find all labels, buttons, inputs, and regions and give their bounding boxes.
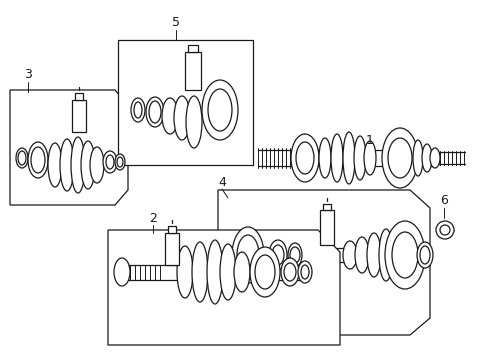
Ellipse shape: [301, 265, 308, 279]
Text: 1: 1: [366, 134, 373, 147]
Ellipse shape: [60, 139, 74, 191]
Ellipse shape: [115, 154, 125, 170]
Ellipse shape: [202, 80, 238, 140]
Ellipse shape: [18, 151, 26, 165]
Ellipse shape: [220, 244, 236, 300]
Bar: [75, 93, 83, 100]
Ellipse shape: [146, 97, 163, 127]
Ellipse shape: [429, 148, 439, 168]
Ellipse shape: [207, 89, 231, 131]
Ellipse shape: [114, 258, 130, 286]
Ellipse shape: [177, 246, 193, 298]
Text: 6: 6: [439, 194, 447, 207]
Ellipse shape: [185, 96, 202, 148]
Ellipse shape: [363, 141, 375, 175]
Ellipse shape: [106, 155, 114, 169]
Ellipse shape: [174, 96, 190, 140]
Text: 5: 5: [172, 15, 180, 28]
Ellipse shape: [281, 258, 298, 286]
Ellipse shape: [231, 227, 264, 283]
Ellipse shape: [384, 221, 424, 289]
Bar: [164, 233, 179, 265]
Ellipse shape: [162, 98, 178, 134]
Ellipse shape: [378, 229, 392, 281]
Polygon shape: [10, 90, 128, 205]
Text: 4: 4: [218, 175, 225, 189]
Bar: [72, 100, 86, 132]
Ellipse shape: [31, 147, 45, 173]
Ellipse shape: [416, 242, 432, 268]
Ellipse shape: [391, 232, 417, 278]
Ellipse shape: [249, 247, 280, 297]
Polygon shape: [108, 230, 339, 345]
Ellipse shape: [419, 246, 429, 264]
Ellipse shape: [131, 98, 145, 122]
Ellipse shape: [48, 143, 62, 187]
Bar: [323, 204, 330, 210]
Ellipse shape: [237, 235, 259, 275]
Ellipse shape: [387, 138, 411, 178]
Ellipse shape: [353, 136, 365, 180]
Ellipse shape: [103, 151, 117, 173]
Polygon shape: [218, 190, 429, 335]
Ellipse shape: [234, 252, 249, 292]
Ellipse shape: [289, 247, 299, 263]
Ellipse shape: [254, 255, 274, 289]
Ellipse shape: [412, 140, 422, 176]
Ellipse shape: [318, 138, 330, 178]
Text: 3: 3: [24, 68, 32, 81]
Bar: [319, 210, 333, 245]
Ellipse shape: [271, 245, 284, 265]
Bar: [118, 40, 252, 165]
Ellipse shape: [342, 132, 354, 184]
Ellipse shape: [192, 242, 207, 302]
Bar: [184, 52, 201, 90]
Ellipse shape: [117, 157, 123, 167]
Bar: [187, 45, 198, 52]
Ellipse shape: [435, 221, 453, 239]
Ellipse shape: [206, 240, 223, 304]
Ellipse shape: [287, 243, 302, 267]
Bar: [168, 226, 176, 233]
Ellipse shape: [421, 144, 431, 172]
Ellipse shape: [354, 237, 368, 273]
Ellipse shape: [290, 134, 318, 182]
Ellipse shape: [71, 137, 85, 193]
Ellipse shape: [330, 134, 342, 182]
Ellipse shape: [297, 261, 311, 283]
Ellipse shape: [28, 142, 48, 178]
Ellipse shape: [81, 141, 95, 189]
Ellipse shape: [134, 102, 142, 118]
Ellipse shape: [366, 233, 380, 277]
Ellipse shape: [90, 147, 104, 183]
Ellipse shape: [381, 128, 417, 188]
Ellipse shape: [342, 241, 356, 269]
Ellipse shape: [439, 225, 449, 235]
Ellipse shape: [295, 142, 313, 174]
Text: 2: 2: [149, 211, 157, 225]
Ellipse shape: [268, 240, 286, 270]
Ellipse shape: [149, 101, 161, 123]
Ellipse shape: [284, 263, 295, 281]
Ellipse shape: [16, 148, 28, 168]
